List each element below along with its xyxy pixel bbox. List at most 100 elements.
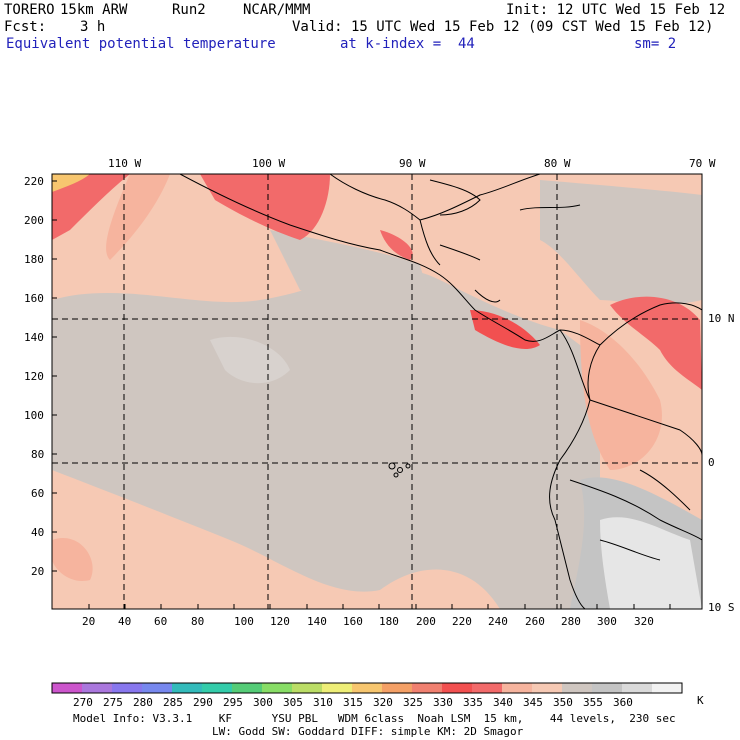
colorbar-level-label: 355 [583,696,603,709]
x-tick-label: 140 [307,615,327,628]
physics-info: LW: Godd SW: Goddard DIFF: simple KM: 2D… [212,725,524,738]
model-name: TORERO [4,2,55,18]
forecast-hour: 3 h [80,19,106,35]
forecast-label: Fcst: [4,19,47,35]
y-tick-label: 100 [24,409,44,422]
field-red-costarica [470,310,540,350]
colorbar-level-label: 295 [223,696,243,709]
colorbar-swatch [292,683,323,693]
x-tick-label: 240 [488,615,508,628]
y-tick-label: 180 [24,253,44,266]
run-label: Run2 [172,2,206,18]
field-grey-1 [52,269,600,609]
lat-label-0: 0 [708,456,715,469]
y-tick-label: 160 [24,292,44,305]
galapagos-islands [388,462,411,478]
valid-time: Valid: 15 UTC Wed 15 Feb 12 (09 CST Wed … [292,19,714,35]
field-salmon-sw [52,538,93,581]
field-red-nw [52,174,130,240]
colorbar-swatch [112,683,143,693]
map-frame [51,173,703,610]
colorbar-swatch [352,683,383,693]
colorbar-level-label: 275 [103,696,123,709]
field-red-mexico [200,174,330,240]
x-tick-label: 320 [634,615,654,628]
axis-ticks [52,180,671,609]
colorbar-level-label: 300 [253,696,273,709]
lon-label-110w: 110 W [108,157,142,170]
colorbar-level-label: 310 [313,696,333,709]
colorbar-swatch [232,683,263,693]
lat-label-10n: 10 N [708,312,735,325]
y-tick-label: 20 [31,565,45,578]
colorbar-swatch [412,683,443,693]
field-red-guatemala [380,230,413,260]
lat-label-10s: 10 S [708,601,735,614]
colorbar-level-label: 280 [133,696,153,709]
colorbar-level-label: 335 [463,696,483,709]
colorbar-swatch [172,683,203,693]
y-tick-label: 120 [24,370,44,383]
colorbar-level-label: 350 [553,696,573,709]
lon-label-70w: 70 W [689,157,716,170]
colorbar-level-label: 290 [193,696,213,709]
colorbar-swatch [82,683,113,693]
field-red-venezuela [610,296,702,390]
colorbar-swatch [592,683,623,693]
y-tick-label: 60 [31,487,45,500]
theta-e-field [52,174,702,609]
colorbar-level-label: 360 [613,696,633,709]
x-tick-label: 20 [82,615,96,628]
model-info: Model Info: V3.3.1 KF YSU PBL WDM 6class… [73,712,676,725]
x-tick-label: 100 [234,615,254,628]
y-tick-label: 80 [31,448,45,461]
x-tick-label: 120 [270,615,290,628]
lon-label-100w: 100 W [252,157,286,170]
colorbar-frame [51,682,683,694]
field-salmon-colombia [580,320,662,470]
colorbar-swatch [142,683,173,693]
field-name: Equivalent potential temperature [6,36,276,52]
x-tick-label: 300 [597,615,617,628]
level-info: at k-index = 44 [340,36,475,52]
field-orange-nw [52,174,90,192]
field-light-andes [600,517,702,609]
y-tick-label: 220 [24,175,44,188]
org-label: NCAR/MMM [243,2,311,18]
colorbar-swatch [622,683,653,693]
x-tick-label: 40 [118,615,132,628]
colorbar-swatch [202,683,233,693]
colorbar-level-label: 270 [73,696,93,709]
field-light-grey-1 [210,336,290,384]
latlon-grid [52,174,702,609]
colorbar-swatch [562,683,593,693]
colorbar-level-label: 340 [493,696,513,709]
colorbar-level-label: 330 [433,696,453,709]
colorbar-swatch [442,683,473,693]
field-salmon-1 [106,174,170,260]
x-tick-label: 260 [525,615,545,628]
lon-label-80w: 80 W [544,157,571,170]
y-tick-label: 40 [31,526,45,539]
colorbar-level-label: 345 [523,696,543,709]
colorbar-swatch [382,683,413,693]
colorbar-swatch [322,683,353,693]
colorbar-swatch [262,683,293,693]
colorbar-level-label: 315 [343,696,363,709]
colorbar-unit: K [697,694,704,707]
y-tick-label: 200 [24,214,44,227]
x-tick-label: 220 [452,615,472,628]
colorbar-swatch [502,683,533,693]
colorbar-swatch [532,683,563,693]
x-tick-label: 180 [379,615,399,628]
colorbar-level-label: 305 [283,696,303,709]
y-tick-label: 140 [24,331,44,344]
colorbar-level-label: 285 [163,696,183,709]
colorbar-swatch [472,683,503,693]
x-tick-label: 200 [416,615,436,628]
colorbar-swatch [52,683,83,693]
field-grey-2 [270,230,430,300]
colorbar-swatch [652,683,683,693]
field-grey-caribbean [540,180,702,305]
